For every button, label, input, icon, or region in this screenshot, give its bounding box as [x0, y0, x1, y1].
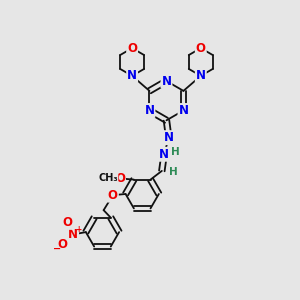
Text: N: N — [161, 74, 172, 88]
Text: H: H — [169, 167, 177, 177]
Text: N: N — [178, 104, 188, 117]
Text: O: O — [57, 238, 67, 250]
Text: N: N — [145, 104, 154, 117]
Text: N: N — [127, 69, 137, 82]
Text: −: − — [53, 244, 62, 254]
Text: O: O — [115, 172, 125, 185]
Text: N: N — [164, 131, 174, 144]
Text: O: O — [127, 42, 137, 55]
Text: O: O — [62, 216, 72, 229]
Text: O: O — [196, 42, 206, 55]
Text: H: H — [171, 147, 180, 158]
Text: N: N — [159, 148, 169, 161]
Text: N: N — [196, 69, 206, 82]
Text: CH₃: CH₃ — [98, 173, 118, 183]
Text: N: N — [68, 228, 78, 241]
Text: O: O — [108, 189, 118, 202]
Text: +: + — [75, 225, 81, 234]
